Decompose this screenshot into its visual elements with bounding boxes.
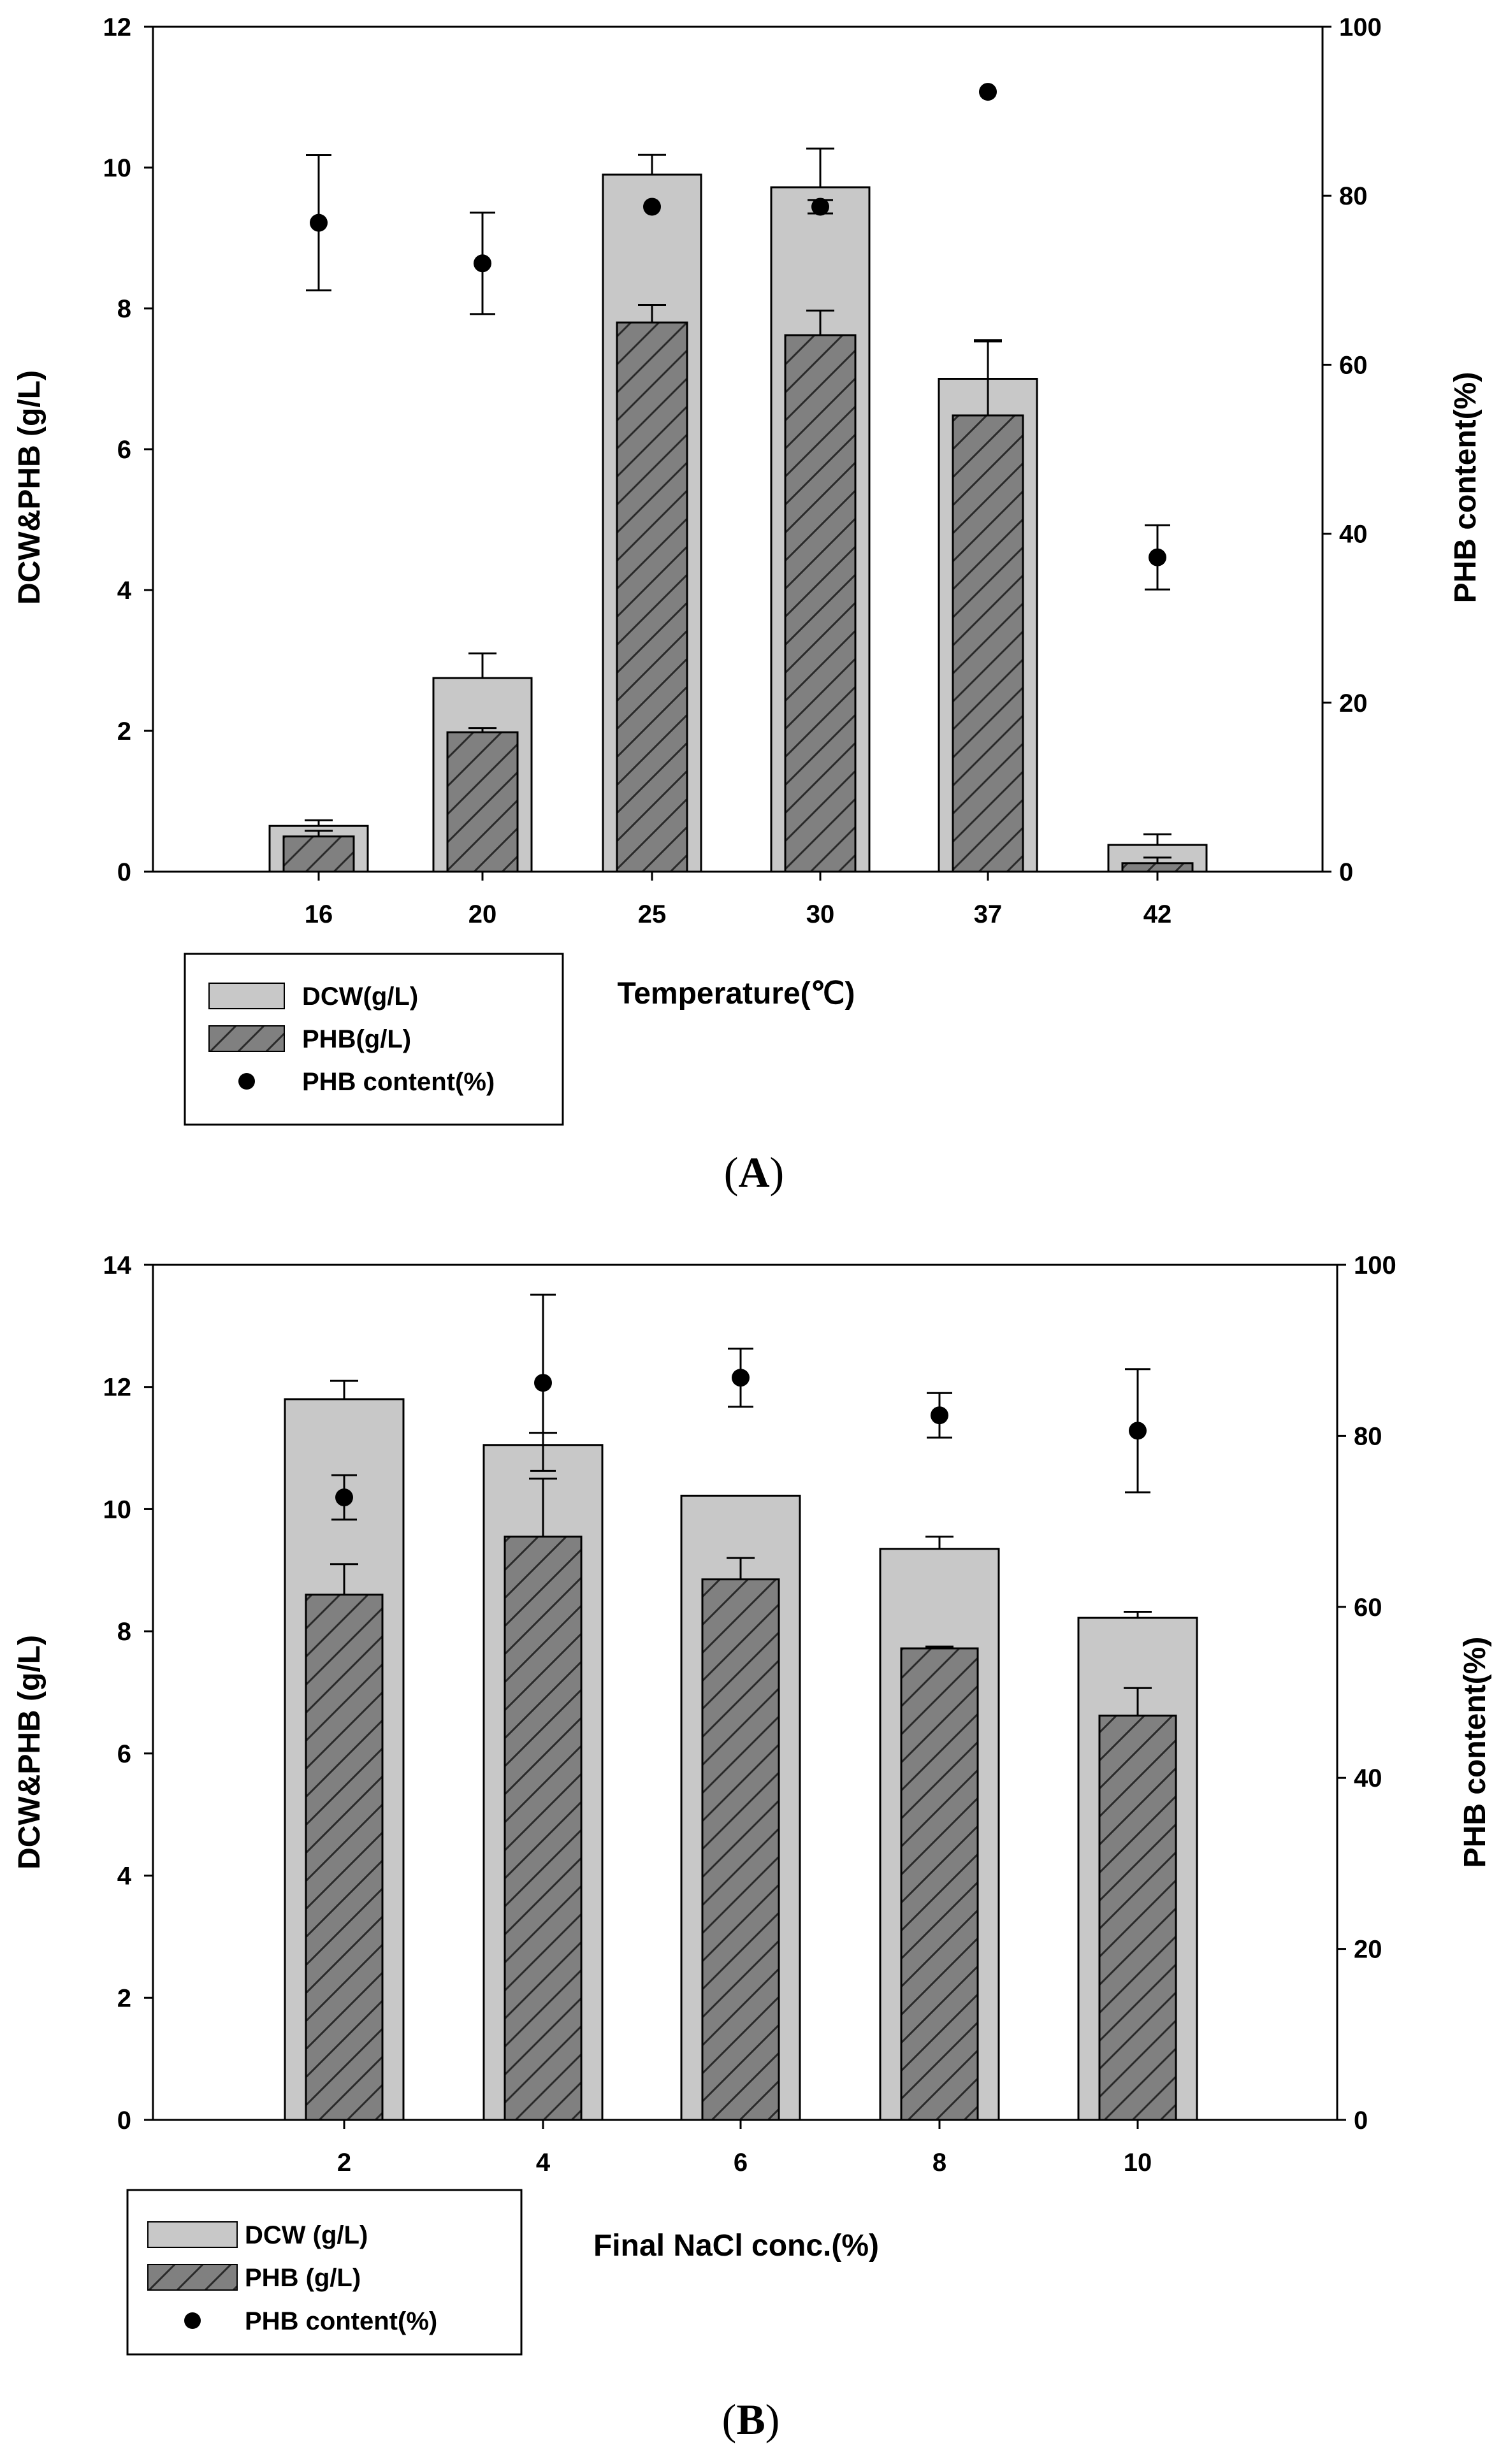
content-point-a-16 bbox=[310, 213, 328, 232]
y-axis-label-a: DCW&PHB (g/L) bbox=[13, 370, 47, 605]
y-tick-label-b-6: 6 bbox=[117, 1740, 131, 1768]
y-tick-label-b-4: 4 bbox=[117, 1862, 132, 1891]
content-point-b-4 bbox=[534, 1374, 552, 1392]
panel-caption-b: (B) bbox=[722, 2395, 780, 2444]
legend-swatch-dcw-b bbox=[147, 2221, 238, 2248]
legend-swatch-dcw-a bbox=[208, 983, 285, 1009]
legend-b: DCW (g/L) PHB (g/L) PHB content(%) bbox=[126, 2189, 523, 2356]
x-tick-label-b-2: 2 bbox=[337, 2149, 351, 2177]
phb-bar-a-30 bbox=[784, 334, 857, 873]
y2-tick-label-a-40: 40 bbox=[1339, 521, 1368, 549]
y2-tick-label-a-20: 20 bbox=[1339, 689, 1368, 717]
y2-axis-label-b: PHB content(%) bbox=[1458, 1637, 1492, 1868]
content-point-b-10 bbox=[1129, 1422, 1147, 1440]
content-point-b-6 bbox=[732, 1369, 750, 1387]
legend-label-content-b: PHB content(%) bbox=[245, 2307, 437, 2335]
chart-panel-a: 0 2 4 6 8 10 12 0 20 40 60 80 100 16 20 25 30 37 42 Temper… bbox=[13, 13, 1483, 1197]
panel-caption-a: (A) bbox=[724, 1148, 784, 1197]
y-tick-label-b-12: 12 bbox=[103, 1374, 132, 1402]
phb-bar-b-4 bbox=[504, 1536, 583, 2121]
content-point-a-25 bbox=[643, 198, 661, 216]
legend-swatch-phb-a bbox=[208, 1025, 285, 1052]
x-tick-label-b-10: 10 bbox=[1124, 2149, 1152, 2177]
y2-tick-label-a-100: 100 bbox=[1339, 13, 1382, 41]
phb-bar-a-42 bbox=[1121, 862, 1194, 873]
y-tick-label-b-14: 14 bbox=[103, 1251, 132, 1279]
content-point-a-37 bbox=[979, 83, 997, 101]
phb-bar-b-6 bbox=[701, 1578, 780, 2121]
legend-label-content-a: PHB content(%) bbox=[302, 1068, 495, 1096]
y2-tick-label-b-80: 80 bbox=[1354, 1422, 1382, 1450]
legend-marker-content-a bbox=[238, 1073, 255, 1090]
x-tick-label-b-6: 6 bbox=[734, 2149, 748, 2177]
phb-bar-b-8 bbox=[900, 1647, 979, 2121]
y2-tick-label-a-80: 80 bbox=[1339, 182, 1368, 210]
y-tick-label-a-6: 6 bbox=[117, 436, 131, 464]
y-tick-label-b-8: 8 bbox=[117, 1618, 131, 1646]
y2-tick-label-a-0: 0 bbox=[1339, 858, 1353, 886]
legend-label-phb-b: PHB (g/L) bbox=[245, 2264, 361, 2292]
legend-a: DCW(g/L) PHB(g/L) PHB content(%) bbox=[184, 953, 564, 1126]
y2-tick-label-b-0: 0 bbox=[1354, 2107, 1368, 2135]
x-tick-label-a-42: 42 bbox=[1143, 900, 1172, 928]
legend-swatch-phb-b bbox=[147, 2264, 238, 2291]
y2-tick-label-b-20: 20 bbox=[1354, 1936, 1382, 1964]
x-tick-label-a-25: 25 bbox=[638, 900, 667, 928]
phb-bar-a-20 bbox=[446, 731, 519, 873]
phb-bar-a-25 bbox=[616, 321, 688, 873]
y2-tick-label-a-60: 60 bbox=[1339, 351, 1368, 379]
x-tick-label-a-16: 16 bbox=[305, 900, 333, 928]
content-point-b-8 bbox=[931, 1406, 948, 1425]
phb-bar-b-2 bbox=[305, 1594, 384, 2121]
y-tick-label-b-0: 0 bbox=[117, 2107, 131, 2135]
phb-bar-a-16 bbox=[282, 835, 355, 873]
plot-area-a: 0 2 4 6 8 10 12 0 20 40 60 80 100 16 20 25 30 37 42 bbox=[103, 13, 1382, 928]
y2-tick-label-b-60: 60 bbox=[1354, 1594, 1382, 1622]
y-tick-label-a-8: 8 bbox=[117, 295, 131, 323]
legend-marker-content-b bbox=[184, 2312, 201, 2329]
phb-bar-a-37 bbox=[952, 414, 1024, 873]
x-tick-label-a-30: 30 bbox=[806, 900, 835, 928]
y-tick-label-b-10: 10 bbox=[103, 1495, 132, 1524]
phb-bar-b-10 bbox=[1098, 1714, 1177, 2121]
y-tick-label-b-2: 2 bbox=[117, 1984, 131, 2012]
legend-label-dcw-a: DCW(g/L) bbox=[302, 983, 418, 1011]
content-point-a-20 bbox=[474, 254, 491, 273]
content-point-a-42 bbox=[1149, 548, 1166, 566]
y2-tick-label-b-100: 100 bbox=[1354, 1251, 1396, 1279]
plot-frame-b bbox=[152, 1264, 1338, 2121]
x-tick-label-a-20: 20 bbox=[468, 900, 497, 928]
x-tick-label-b-8: 8 bbox=[932, 2149, 946, 2177]
content-point-b-2 bbox=[335, 1488, 353, 1507]
legend-label-dcw-b: DCW (g/L) bbox=[245, 2221, 368, 2249]
plot-frame-a bbox=[152, 25, 1324, 873]
y-tick-label-a-0: 0 bbox=[117, 858, 131, 886]
x-tick-label-a-37: 37 bbox=[974, 900, 1003, 928]
y-tick-label-a-12: 12 bbox=[103, 13, 132, 41]
y-tick-label-a-4: 4 bbox=[117, 577, 132, 605]
y2-axis-label-a: PHB content(%) bbox=[1449, 372, 1483, 603]
y-axis-label-b: DCW&PHB (g/L) bbox=[13, 1635, 47, 1870]
content-point-a-30 bbox=[811, 198, 829, 216]
x-axis-label-a: Temperature(℃) bbox=[617, 977, 855, 1011]
x-axis-label-b: Final NaCl conc.(%) bbox=[593, 2229, 879, 2263]
x-tick-label-b-4: 4 bbox=[536, 2149, 551, 2177]
y-tick-label-a-2: 2 bbox=[117, 717, 131, 746]
plot-area-b: 0 2 4 6 8 10 12 14 0 20 40 60 80 100 2 4 6 8 10 bbox=[103, 1251, 1396, 2177]
y2-tick-label-b-40: 40 bbox=[1354, 1764, 1382, 1792]
chart-panel-b: 0 2 4 6 8 10 12 14 0 20 40 60 80 100 2 4 6 8 10 Final NaCl… bbox=[13, 1251, 1492, 2444]
legend-label-phb-a: PHB(g/L) bbox=[302, 1025, 411, 1053]
y-tick-label-a-10: 10 bbox=[103, 154, 132, 182]
